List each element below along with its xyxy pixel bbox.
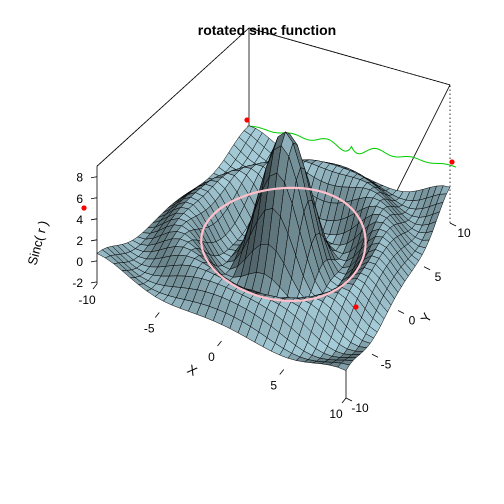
z-tick [90, 260, 98, 263]
box-edge [96, 27, 250, 167]
zero-contour-circle [200, 186, 367, 302]
surface-facet [337, 362, 350, 371]
z-tick-label: 6 [76, 192, 83, 206]
y-tick-label: 5 [435, 270, 442, 284]
marker-point [353, 304, 359, 310]
sinc-back-curve [246, 125, 457, 168]
z-tick [90, 218, 98, 221]
y-tick [345, 397, 353, 402]
z-tick-label: 8 [76, 171, 83, 185]
marker-point [449, 159, 455, 165]
marker-point [244, 117, 250, 123]
z-tick-label: -2 [72, 276, 83, 290]
z-tick-label: 2 [76, 234, 83, 248]
surface-mesh [96, 125, 451, 371]
y-tick [397, 310, 405, 314]
back-wall-curve [246, 125, 457, 168]
x-tick [92, 283, 98, 290]
marker-points [81, 117, 455, 310]
z-tick [90, 176, 98, 179]
x-tick [279, 369, 285, 375]
y-tick [449, 222, 457, 227]
x-tick [154, 312, 160, 318]
z-tick [90, 197, 98, 200]
x-tick [217, 340, 222, 347]
z-tick [90, 239, 98, 242]
y-tick-label: -10 [351, 401, 369, 415]
y-tick-label: 0 [409, 314, 416, 328]
z-tick-label: 4 [76, 213, 83, 227]
marker-point [81, 205, 87, 211]
box-edge [248, 27, 451, 86]
y-axis-label: Y [417, 310, 434, 325]
chart-title: rotated sinc function [198, 22, 336, 38]
z-axis-label: Sinc( r ) [25, 219, 51, 267]
x-tick-label: 10 [329, 407, 343, 421]
z-tick [90, 281, 98, 284]
y-tick-label: -5 [381, 357, 392, 371]
x-tick-label: -5 [144, 322, 155, 336]
contour-circle [200, 186, 367, 302]
x-tick-label: 5 [270, 379, 277, 393]
y-tick [371, 353, 379, 358]
x-tick-label: -10 [78, 293, 96, 307]
y-tick-label: 10 [457, 226, 471, 240]
x-tick-label: 0 [208, 350, 215, 364]
x-axis-label: X [185, 361, 200, 378]
z-tick-label: 0 [76, 255, 83, 269]
x-tick [341, 397, 347, 404]
y-tick [423, 266, 431, 271]
